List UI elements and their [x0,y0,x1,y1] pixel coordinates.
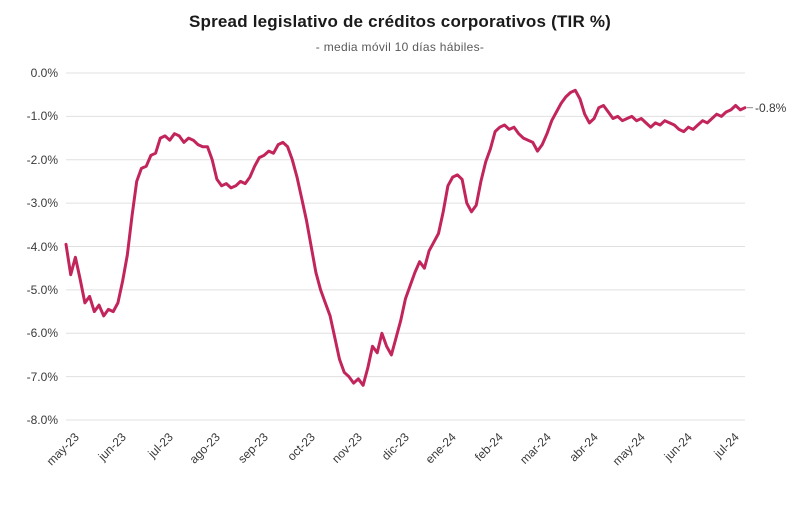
y-tick-label: -7.0% [26,369,58,384]
series-line [64,88,747,387]
y-tick-label: -1.0% [26,109,58,124]
y-tick-label: 0.0% [30,66,58,80]
y-tick-label: -3.0% [26,196,58,211]
chart-subtitle: - media móvil 10 días hábiles- [315,40,485,54]
y-tick-label: -4.0% [26,239,58,254]
y-tick-label: -2.0% [26,152,58,167]
last-value-annotation: -0.8% [755,100,787,115]
chart-title: Spread legislativo de créditos corporati… [188,12,612,31]
y-tick-label: -6.0% [26,326,58,341]
y-tick-label: -5.0% [26,282,58,297]
y-tick-label: -8.0% [26,413,58,427]
